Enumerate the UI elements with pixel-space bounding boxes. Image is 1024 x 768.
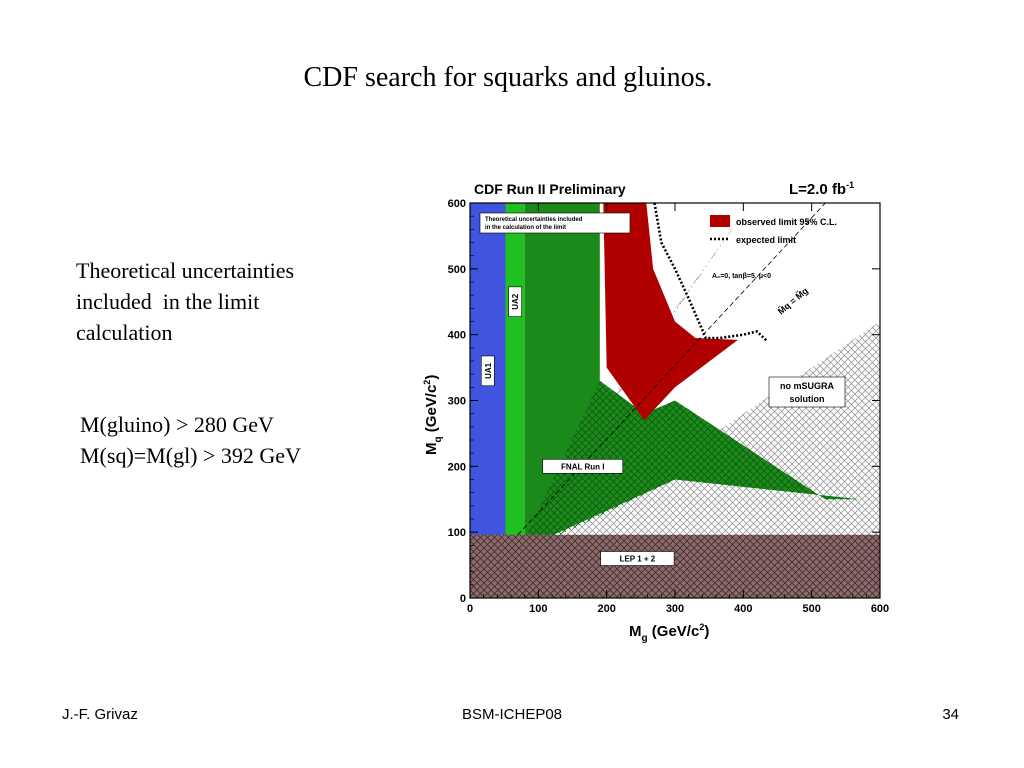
legend-observed: observed limit 95% C.L. xyxy=(736,217,837,227)
y-tick-label: 0 xyxy=(460,593,466,605)
slide-title: CDF search for squarks and gluinos. xyxy=(303,62,713,93)
no-msugra-line: no mSUGRA xyxy=(780,381,835,391)
footer-conference: BSM-ICHEP08 xyxy=(461,706,563,723)
axis-ticks: 0 100 200 300 400 500 600 0 100 200 300 400 500 600 xyxy=(448,198,890,615)
y-tick-label: 100 xyxy=(448,527,466,539)
equal-mass-limit: M(sq)=M(gl) > 392 GeV xyxy=(80,442,301,468)
note-line: included in the limit xyxy=(76,288,260,314)
no-msugra-line: solution xyxy=(790,394,825,404)
exclusion-plot: CDF Run II Preliminary L=2.0 fb-1 0 100 20… xyxy=(422,180,890,644)
region-observed xyxy=(603,203,738,421)
note-box-line: Theoretical uncertainties included xyxy=(485,217,583,223)
y-axis-label: Mq (GeV/c2) xyxy=(422,375,444,455)
legend-expected: expected limit xyxy=(736,235,796,245)
chart-title: CDF Run II Preliminary xyxy=(474,181,626,197)
label-ua2-text: UA2 xyxy=(511,293,520,310)
label-lep: LEP 1 + 2 xyxy=(600,551,675,566)
x-tick-label: 100 xyxy=(529,603,547,615)
region-labels: UA1 UA2 FNAL Run I LEP 1 + 2 xyxy=(480,286,675,566)
hatched-region-no-msugra xyxy=(470,203,880,598)
y-tick-label: 300 xyxy=(448,396,466,408)
label-fnal-text: FNAL Run I xyxy=(561,462,604,471)
footer-author: J.-F. Grivaz xyxy=(62,706,138,723)
note-box-line: in the calculation of the limit xyxy=(485,225,566,231)
region-lep-hatch xyxy=(470,534,880,598)
label-ua2: UA2 xyxy=(508,286,522,317)
expected-limit-line xyxy=(653,203,769,343)
x-axis-label: Mg (GeV/c2) xyxy=(629,622,709,644)
y-tick-label: 600 xyxy=(448,198,466,210)
legend: observed limit 95% C.L. expected limit A… xyxy=(710,215,837,280)
diagonal-label: M̃q = M̃g xyxy=(775,285,810,317)
region-ua1 xyxy=(470,203,506,598)
y-tick-label: 400 xyxy=(448,330,466,342)
page-number: 34 xyxy=(942,706,959,723)
exclusion-regions xyxy=(470,203,880,598)
equal-mass-line xyxy=(517,203,826,536)
legend-swatch-observed xyxy=(710,215,730,227)
uncertainty-note-box: Theoretical uncertainties included in th… xyxy=(479,212,631,234)
uncertainty-note: Theoretical uncertainties included in th… xyxy=(76,256,294,348)
mSUGRA-params: A₀=0, tanβ=5, μ<0 xyxy=(712,273,771,280)
luminosity: L=2.0 fb-1 xyxy=(789,180,854,198)
no-msugra-box: no mSUGRA solution xyxy=(768,376,846,408)
y-tick-label: 500 xyxy=(448,264,466,276)
x-tick-label: 200 xyxy=(597,603,615,615)
x-tick-label: 400 xyxy=(734,603,752,615)
x-tick-label: 500 xyxy=(802,603,820,615)
x-tick-label: 0 xyxy=(467,603,473,615)
x-tick-label: 300 xyxy=(666,603,684,615)
note-line: calculation xyxy=(76,319,173,345)
label-ua1-text: UA1 xyxy=(484,362,493,379)
label-fnal: FNAL Run I xyxy=(542,459,624,474)
y-tick-label: 200 xyxy=(448,461,466,473)
gluino-limit: M(gluino) > 280 GeV xyxy=(80,412,274,437)
label-ua1: UA1 xyxy=(480,355,495,387)
note-line: Theoretical uncertainties xyxy=(76,258,295,283)
x-tick-label: 600 xyxy=(871,603,889,615)
label-lep-text: LEP 1 + 2 xyxy=(620,555,656,564)
region-fnal-hatch xyxy=(524,380,860,539)
mass-limits: M(gluino) > 280 GeV M(sq)=M(gl) > 392 Ge… xyxy=(80,410,301,472)
